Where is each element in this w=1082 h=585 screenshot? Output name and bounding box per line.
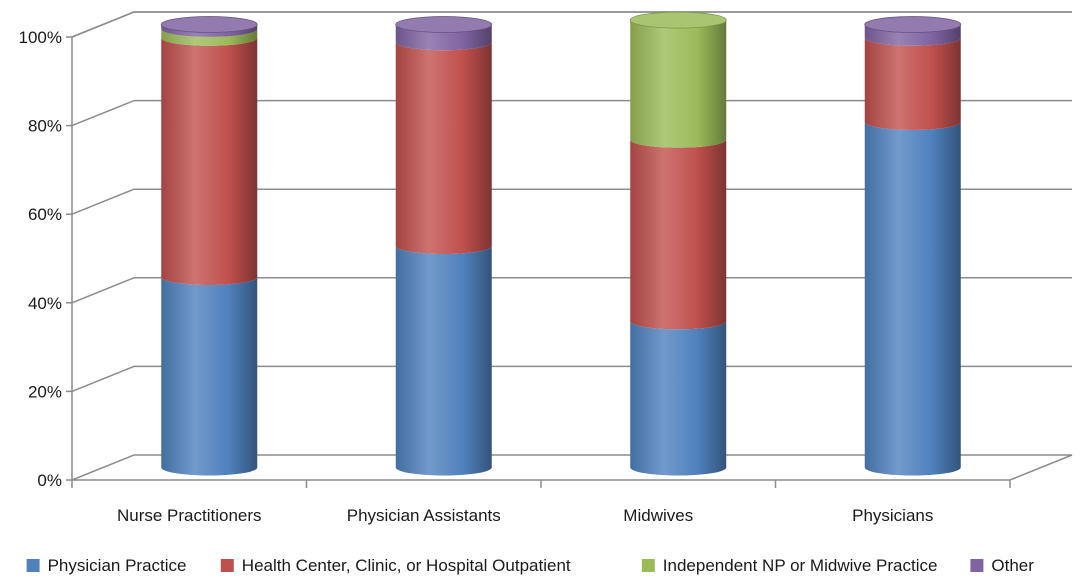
bar-stack [395,16,493,476]
legend-swatch [970,559,984,572]
y-axis-ticks: 0% 20% 40% 60% 80% 100% [19,28,72,490]
legend-swatch [220,559,234,572]
y-tick-label: 60% [28,205,62,224]
y-tick-label: 40% [28,294,62,313]
legend-item: Other [970,556,1034,575]
bar-segment [864,37,961,130]
legend-label: Independent NP or Midwive Practice [663,556,938,575]
legend: Physician Practice Health Center, Clinic,… [26,556,1034,575]
legend-swatch [26,559,40,572]
bar-top-cap [864,16,962,33]
bar-segment [161,28,258,46]
legend-label: Physician Practice [48,556,187,575]
bar-segment [161,37,258,286]
legend-label: Other [991,556,1034,575]
bars [160,11,962,476]
bar-segment [630,20,727,148]
y-tick-label: 80% [28,117,62,136]
bar-top-cap [395,16,493,33]
bar-segment [395,246,492,476]
legend-item: Health Center, Clinic, or Hospital Outpa… [220,556,571,575]
x-category-label: Nurse Practitioners [117,506,262,525]
bar-top-cap [629,11,727,29]
legend-item: Physician Practice [26,556,187,575]
x-category-label: Physician Assistants [347,506,501,525]
gridline [71,277,1072,304]
y-tick-label: 100% [19,28,62,47]
gridline [71,188,1072,215]
bar-stack [864,16,962,476]
bar-segment [630,139,727,330]
bar-segment [395,24,492,51]
bar-top-cap [160,16,258,33]
bar-segment [161,277,258,476]
gridlines [71,11,1072,393]
legend-label: Health Center, Clinic, or Hospital Outpa… [242,556,571,575]
bar-segment [864,121,961,476]
bar-segment [161,24,258,37]
y-tick-label: 20% [28,382,62,401]
x-axis: Nurse Practitioners Physician Assistants M… [71,480,1011,525]
legend-item: Independent NP or Midwive Practice [641,556,938,575]
gridline [71,365,1072,393]
bar-segment [630,321,727,476]
bar-stack [160,16,258,476]
bar-segment [395,42,492,254]
legend-swatch [641,559,655,572]
x-category-label: Midwives [623,506,693,525]
x-category-label: Physicians [852,506,933,525]
floor [71,454,1073,481]
y-tick-label: 0% [37,471,62,490]
gridline [71,11,1072,38]
gridline [71,99,1072,127]
bar-stack [629,11,727,476]
bar-segment [864,24,961,46]
